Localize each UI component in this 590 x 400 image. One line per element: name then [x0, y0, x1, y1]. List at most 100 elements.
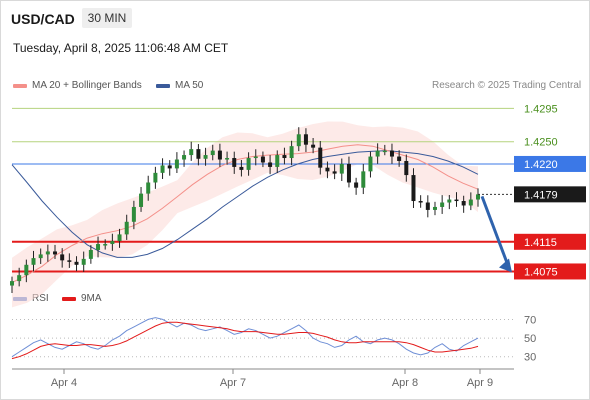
candle-body — [96, 244, 101, 250]
candle-body — [361, 171, 366, 188]
candle-body — [425, 202, 430, 210]
instrument-title: USD/CAD — [11, 11, 75, 27]
rsi-legend-label: RSI — [32, 293, 49, 304]
candle-body — [38, 254, 43, 259]
level-tag — [514, 263, 586, 280]
level-tag — [514, 155, 586, 172]
candle-body — [103, 244, 108, 246]
candle-body — [354, 182, 359, 188]
candle-body — [282, 155, 287, 159]
candle-body — [468, 199, 473, 206]
candle-body — [368, 156, 373, 172]
candle-body — [10, 281, 14, 286]
candle-body — [232, 158, 237, 167]
candle-body — [31, 258, 36, 265]
candle-body — [146, 182, 151, 194]
candle-body — [253, 156, 258, 159]
level-label: 1.4075 — [524, 266, 558, 278]
candle-body — [17, 275, 22, 282]
x-tick-label: Apr 4 — [51, 377, 77, 389]
candle-body — [275, 155, 280, 167]
candle-body — [110, 241, 115, 245]
ma50-legend-swatch — [156, 84, 170, 88]
candle-body — [440, 202, 445, 207]
rsi-tick-label: 50 — [524, 333, 536, 345]
ma9-legend-swatch — [62, 297, 76, 301]
level-label: 1.4295 — [524, 103, 558, 115]
ma50-legend-label: MA 50 — [175, 80, 204, 91]
x-tick-label: Apr 8 — [392, 377, 418, 389]
candle-body — [167, 165, 172, 169]
x-tick-label: Apr 9 — [467, 377, 493, 389]
candle-body — [454, 199, 459, 202]
candle-body — [303, 134, 308, 145]
candle-body — [432, 206, 437, 210]
rsi-tick-label: 30 — [524, 352, 536, 364]
candle-body — [182, 155, 187, 160]
rsi-tick-label: 70 — [524, 314, 536, 326]
candle-body — [210, 150, 215, 156]
candle-body — [203, 155, 208, 159]
candle-body — [217, 150, 222, 160]
last-price-tag — [514, 186, 586, 203]
candle-body — [160, 165, 165, 173]
rsi-line — [11, 317, 479, 358]
bollinger-band — [12, 121, 478, 308]
candle-body — [375, 150, 380, 157]
candle-body — [289, 146, 294, 159]
forecast-arrowhead — [499, 258, 512, 273]
candle-body — [382, 150, 387, 153]
candle-body — [139, 193, 144, 207]
candle-body — [67, 260, 72, 262]
candle-body — [418, 201, 423, 203]
candle-body — [246, 158, 251, 170]
ma9-legend-label: 9MA — [81, 293, 102, 304]
candle-body — [389, 150, 394, 157]
candle-body — [88, 249, 93, 259]
candle-body — [239, 166, 244, 170]
candle-body — [404, 160, 409, 176]
candle-body — [311, 144, 316, 148]
credit-text: Research © 2025 Trading Central — [432, 80, 582, 91]
candle-body — [74, 261, 79, 265]
candle-body — [81, 258, 86, 265]
datetime-label: Tuesday, April 8, 2025 11:06:48 AM CET — [13, 41, 229, 55]
candle-body — [260, 156, 265, 163]
candle-body — [268, 162, 273, 167]
candle-body — [174, 159, 179, 169]
level-label: 1.4115 — [524, 237, 557, 249]
rsi-ma9-line — [11, 321, 479, 360]
candle-body — [131, 206, 136, 222]
candle-body — [339, 163, 344, 174]
candle-body — [447, 199, 452, 203]
candle-body — [45, 251, 50, 255]
level-label: 1.4250 — [524, 137, 558, 149]
level-label: 1.4220 — [524, 159, 558, 171]
candle-body — [318, 147, 323, 168]
x-tick-label: Apr 7 — [220, 377, 246, 389]
candle-body — [296, 134, 301, 147]
bollinger-legend-label: MA 20 + Bollinger Bands — [32, 80, 142, 91]
bollinger-legend-swatch — [13, 84, 27, 88]
candle-body — [117, 234, 122, 242]
candle-body — [346, 163, 351, 183]
candle-body — [196, 149, 201, 159]
ma50-line — [11, 150, 479, 258]
ma20-line — [11, 144, 479, 284]
candles — [10, 127, 480, 293]
timeframe-badge[interactable]: 30 MIN — [82, 8, 132, 28]
candle-body — [325, 167, 330, 172]
candle-body — [124, 221, 129, 235]
candle-body — [60, 254, 65, 261]
candle-body — [225, 158, 230, 160]
candle-body — [461, 201, 466, 206]
candle-body — [189, 149, 194, 156]
candle-body — [332, 171, 337, 174]
candle-body — [476, 194, 480, 200]
candle-body — [397, 156, 402, 161]
level-tag — [514, 233, 586, 250]
last-price-label: 1.4179 — [524, 189, 558, 201]
forecast-arrow — [480, 195, 510, 266]
candle-body — [24, 264, 29, 276]
